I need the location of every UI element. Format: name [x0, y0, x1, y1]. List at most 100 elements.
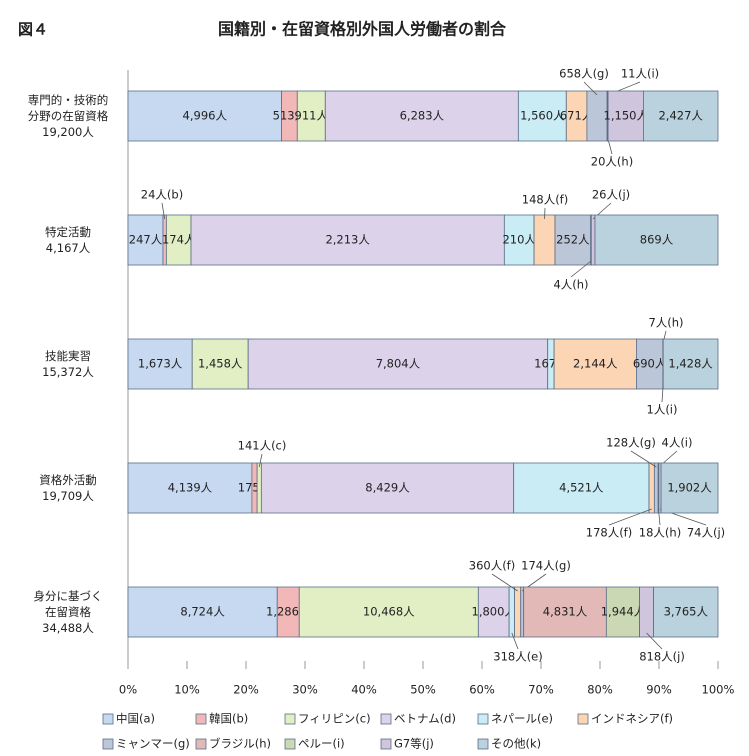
bar-segment — [553, 338, 637, 390]
bar-segment — [296, 90, 326, 142]
bar-segment — [165, 214, 192, 266]
x-tick-label: 90% — [646, 683, 672, 697]
value-label: 360人(f) — [469, 559, 515, 573]
value-label: 1,458人 — [198, 357, 243, 371]
bar-segment — [247, 338, 549, 390]
value-label: 18人(h) — [639, 526, 681, 540]
value-label: 178人(f) — [586, 526, 632, 540]
legend-label: ネパール(e) — [491, 712, 553, 726]
value-label: 4,139人 — [168, 481, 213, 495]
value-label: 128人(g) — [606, 436, 656, 450]
bar-segment — [643, 90, 719, 142]
legend-swatch — [284, 738, 296, 750]
value-label: 818人(j) — [639, 650, 685, 664]
legend-swatch — [477, 738, 489, 750]
value-label: 1,673人 — [138, 357, 183, 371]
x-tick-label: 60% — [469, 683, 495, 697]
value-label: 911人 — [295, 109, 329, 123]
x-tick-label: 10% — [174, 683, 200, 697]
x-tick-label: 50% — [410, 683, 436, 697]
value-label: 10,468人 — [363, 605, 415, 619]
legend-swatch — [380, 738, 392, 750]
leader-line — [258, 453, 263, 468]
legend-label: フィリピン(c) — [298, 712, 371, 726]
category-label: 特定活動 4,167人 — [45, 225, 91, 255]
legend-swatch — [380, 713, 392, 725]
value-label: 148人(f) — [522, 193, 568, 207]
value-label: 7,804人 — [376, 357, 421, 371]
x-tick-label: 80% — [587, 683, 613, 697]
bar-segment — [256, 462, 262, 514]
value-label: 174人 — [162, 233, 196, 247]
value-label: 1人(i) — [647, 403, 678, 417]
value-label: 1,560人 — [520, 109, 565, 123]
bar-segment — [191, 338, 249, 390]
bar-segment — [523, 586, 607, 638]
leader-line — [161, 202, 166, 220]
value-label: 318人(e) — [493, 650, 543, 664]
value-label: 4,996人 — [183, 109, 228, 123]
legend-label: インドネシア(f) — [591, 712, 673, 726]
value-label: 8,429人 — [365, 481, 410, 495]
value-label: 26人(j) — [592, 188, 630, 202]
bar-segment — [653, 462, 659, 514]
value-label: 690人 — [633, 357, 667, 371]
leader-line — [511, 632, 519, 650]
legend-label: ペルー(i) — [298, 737, 345, 751]
leader-line — [583, 81, 598, 96]
bar-segment — [554, 214, 592, 266]
bar-segment — [653, 586, 719, 638]
x-tick-label: 100% — [702, 683, 735, 697]
bar-segment — [517, 90, 567, 142]
legend-swatch — [195, 738, 207, 750]
value-label: 1,902人 — [667, 481, 712, 495]
value-label: 869人 — [640, 233, 674, 247]
bar-segment — [594, 214, 719, 266]
value-label: 671人 — [560, 109, 594, 123]
bar-segment — [127, 214, 164, 266]
category-label: 技能実習 15,372人 — [42, 349, 94, 379]
leader-line — [630, 450, 657, 468]
bar-segment — [298, 586, 479, 638]
value-label: 252人 — [556, 233, 590, 247]
value-label: 2,144人 — [573, 357, 618, 371]
bar-segment — [513, 462, 650, 514]
bar-segment — [508, 586, 515, 638]
legend-swatch — [102, 738, 114, 750]
bar-segment — [660, 462, 719, 514]
legend-swatch — [577, 713, 589, 725]
figure-label: 図４ — [18, 21, 48, 39]
bar-segment — [477, 586, 510, 638]
value-label: 20人(h) — [591, 155, 633, 169]
leader-line — [646, 632, 663, 650]
bar-segment — [636, 338, 664, 390]
bar-segment — [605, 586, 640, 638]
bar-segment — [639, 586, 654, 638]
value-label: 1,944人 — [601, 605, 646, 619]
bar-segment — [514, 586, 522, 638]
legend-label: ベトナム(d) — [394, 712, 456, 726]
value-label: 74人(j) — [687, 526, 725, 540]
value-label: 1,428人 — [668, 357, 713, 371]
value-label: 4,831人 — [543, 605, 588, 619]
value-label: 1,150人 — [604, 109, 649, 123]
category-label: 専門的・技術的 分野の在留資格 19,200人 — [27, 93, 109, 139]
value-label: 210人 — [502, 233, 536, 247]
bar-segment — [127, 90, 282, 142]
legend-swatch — [477, 713, 489, 725]
value-label: 2,427人 — [658, 109, 703, 123]
value-label: 8,724人 — [180, 605, 225, 619]
value-label: 4人(h) — [553, 278, 588, 292]
bar-segment — [607, 90, 644, 142]
value-label: 7人(h) — [648, 316, 683, 330]
bar-segment — [127, 586, 278, 638]
category-label: 資格外活動 19,709人 — [39, 473, 97, 503]
legend-swatch — [102, 713, 114, 725]
leader-line — [570, 260, 592, 278]
x-tick-label: 70% — [528, 683, 554, 697]
legend-label: G7等(j) — [394, 737, 434, 751]
x-tick-label: 20% — [233, 683, 259, 697]
x-tick-label: 30% — [292, 683, 318, 697]
